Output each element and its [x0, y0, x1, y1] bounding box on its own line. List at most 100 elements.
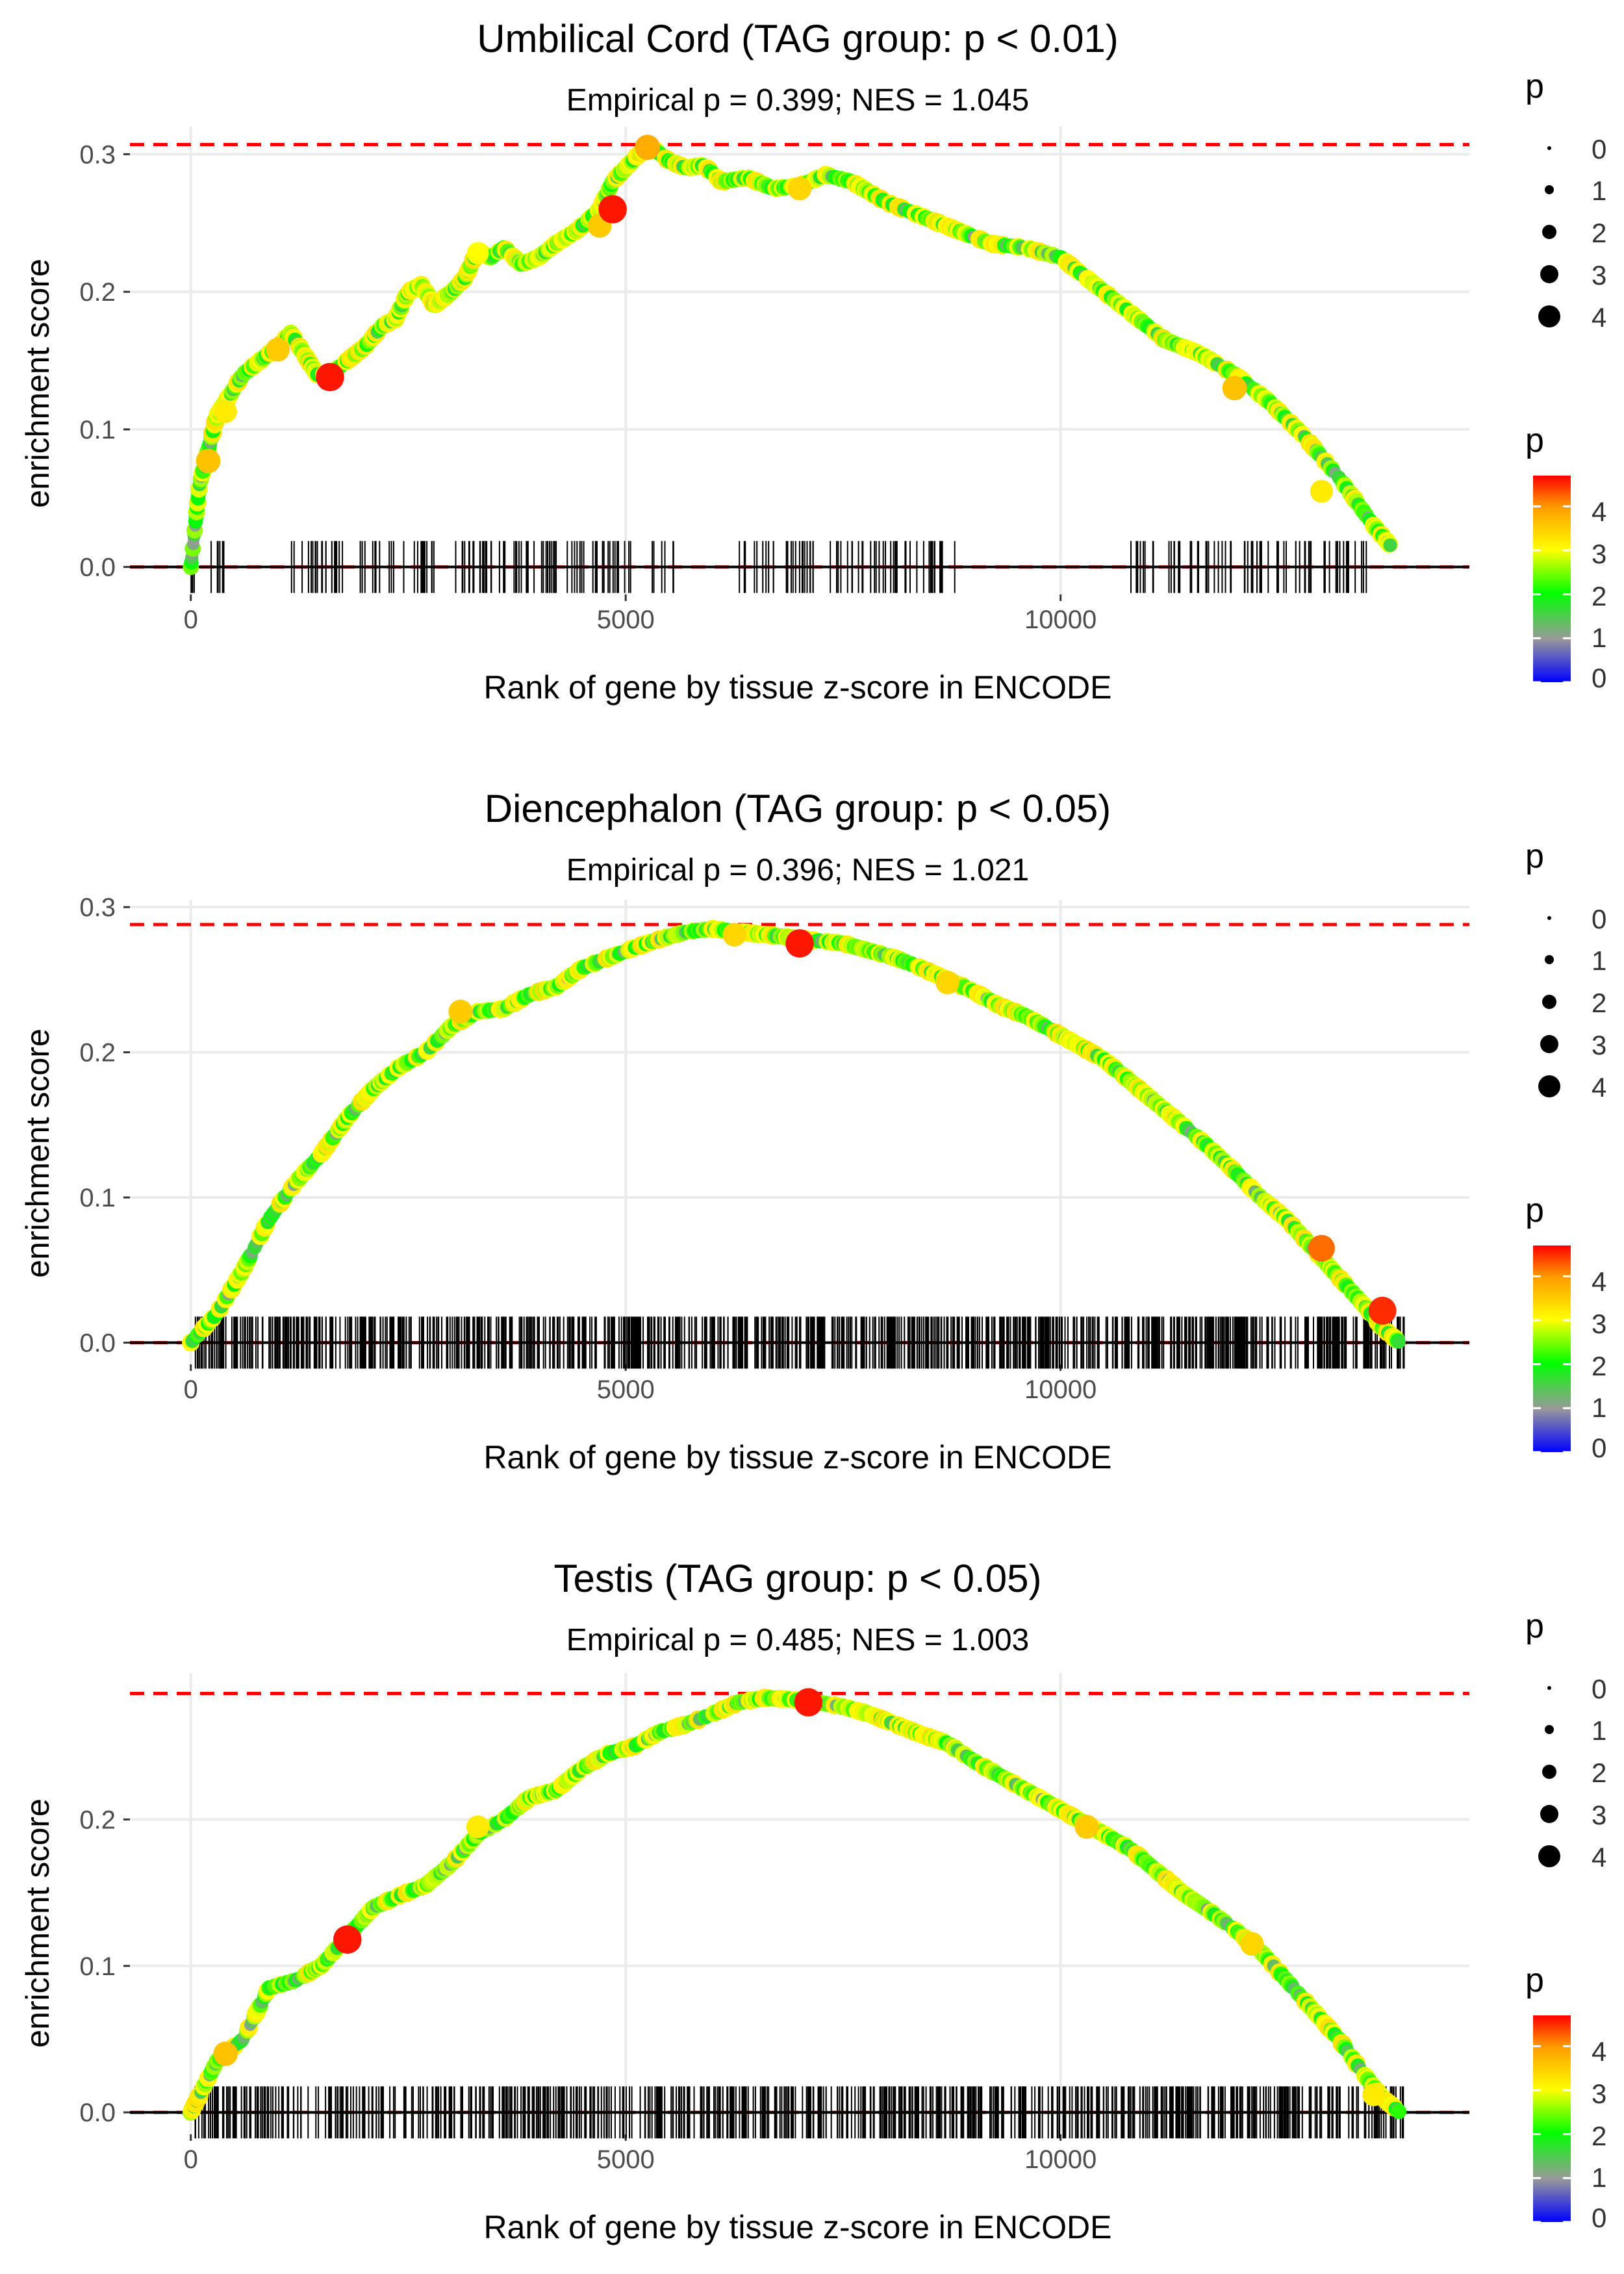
- x-axis-label: Rank of gene by tissue z-score in ENCODE: [483, 2209, 1111, 2245]
- panel-umbilical-cord: Umbilical Cord (TAG group: p < 0.01) Emp…: [19, 17, 1606, 706]
- plot-area: 0 5000 10000 0.0 0.1 0.2 0.3: [79, 893, 1469, 1404]
- x-tick-label: 0: [184, 2145, 198, 2174]
- legend-color-label: 1: [1592, 2162, 1606, 2193]
- y-tick-label: 0.0: [79, 2099, 116, 2127]
- legend-color-label: 0: [1592, 663, 1606, 693]
- x-tick-label: 10000: [1024, 1375, 1097, 1404]
- y-tick-label: 0.1: [79, 1184, 116, 1212]
- chart-title: Testis (TAG group: p < 0.05): [554, 1557, 1042, 1600]
- x-axis-label: Rank of gene by tissue z-score in ENCODE: [483, 669, 1111, 706]
- es-point-highlight: [1074, 1815, 1099, 1839]
- x-tick-label: 5000: [597, 606, 655, 634]
- chart-title: Umbilical Cord (TAG group: p < 0.01): [477, 17, 1119, 60]
- x-tick-label: 10000: [1024, 2145, 1097, 2174]
- legend-color-label: 2: [1592, 2121, 1606, 2151]
- y-tick-label: 0.0: [79, 554, 116, 582]
- legend-size-label: 1: [1592, 1715, 1606, 1746]
- es-point-highlight: [1310, 479, 1333, 503]
- es-point: [1383, 538, 1397, 552]
- legend-size-label: 2: [1592, 988, 1606, 1018]
- es-points: [183, 134, 1398, 575]
- legend-size-dot-4: [1538, 1845, 1560, 1867]
- legend-color-label: 0: [1592, 1433, 1606, 1463]
- legend-size-label: 0: [1592, 904, 1606, 934]
- es-point-highlight: [722, 923, 746, 947]
- chart-subtitle: Empirical p = 0.485; NES = 1.003: [566, 1623, 1029, 1657]
- legend-color-title: p: [1525, 1192, 1544, 1229]
- x-tick-label: 0: [184, 1375, 198, 1404]
- x-tick-label: 5000: [597, 2145, 655, 2174]
- x-tick-label: 5000: [597, 1375, 655, 1404]
- es-point-highlight: [266, 337, 290, 362]
- legend-size: p 0 1 2 3 4: [1525, 837, 1606, 1103]
- es-point: [1391, 2104, 1407, 2119]
- legend-size-dot-1: [1545, 185, 1554, 194]
- y-axis-label: enrichment score: [19, 1028, 56, 1278]
- es-points: [182, 919, 1406, 1352]
- legend-color: p 4 3 2 1 0: [1525, 422, 1606, 693]
- legend-size-label: 1: [1592, 945, 1606, 976]
- legend-colorbar: [1533, 476, 1571, 682]
- legend-color-label: 4: [1592, 1266, 1606, 1297]
- legend-color-label: 4: [1592, 2036, 1606, 2067]
- legend-color-label: 1: [1592, 622, 1606, 653]
- legend-size-dot-2: [1542, 1765, 1556, 1779]
- legend-color-label: 3: [1592, 539, 1606, 569]
- es-point-highlight: [466, 1815, 490, 1839]
- y-axis-label: enrichment score: [19, 1798, 56, 2048]
- legend-color-label: 2: [1592, 1351, 1606, 1381]
- legend-colorbar: [1533, 2015, 1571, 2222]
- y-tick-label: 0.1: [79, 1952, 116, 1981]
- legend-size-dot-4: [1538, 1075, 1560, 1097]
- legend-size-label: 4: [1592, 1072, 1606, 1103]
- y-tick-label: 0.3: [79, 893, 116, 922]
- legend-size-label: 3: [1592, 1800, 1606, 1830]
- es-point-highlight: [448, 999, 473, 1024]
- es-point-highlight: [1368, 1296, 1397, 1325]
- es-point-highlight: [794, 1688, 823, 1717]
- legend-size-dot-3: [1540, 1805, 1558, 1823]
- x-axis-label: Rank of gene by tissue z-score in ENCODE: [483, 1439, 1111, 1476]
- y-tick-label: 0.0: [79, 1329, 116, 1357]
- legend-color-label: 1: [1592, 1392, 1606, 1423]
- legend-size-dot-2: [1542, 995, 1556, 1009]
- es-point-highlight: [598, 195, 627, 224]
- legend-size-label: 1: [1592, 175, 1606, 206]
- es-point-highlight: [466, 242, 489, 264]
- legend-size-dot-0: [1547, 146, 1551, 150]
- es-curve: [189, 927, 1401, 1344]
- legend-size: p 0 1 2 3 4: [1525, 1607, 1606, 1872]
- legend-size-label: 3: [1592, 260, 1606, 290]
- es-point-highlight: [1308, 1234, 1335, 1262]
- legend-color-label: 0: [1592, 2203, 1606, 2233]
- y-tick-label: 0.3: [79, 140, 116, 169]
- es-point-highlight: [1240, 1932, 1264, 1956]
- y-tick-label: 0.2: [79, 1806, 116, 1834]
- es-point-highlight: [196, 448, 221, 474]
- es-point-highlight: [635, 134, 661, 160]
- x-tick-label: 0: [184, 606, 198, 634]
- es-point-highlight: [316, 363, 344, 392]
- legend-size-dot-4: [1538, 305, 1560, 327]
- y-tick-label: 0.1: [79, 416, 116, 444]
- legend-size-label: 0: [1592, 1674, 1606, 1704]
- es-points: [182, 1688, 1407, 2121]
- legend-colorbar: [1533, 1246, 1571, 1452]
- chart-title: Diencephalon (TAG group: p < 0.05): [485, 787, 1111, 830]
- es-point-highlight: [1362, 2083, 1386, 2106]
- legend-color-label: 3: [1592, 1309, 1606, 1339]
- es-point-highlight: [1222, 376, 1247, 401]
- legend-size-dot-1: [1545, 955, 1554, 964]
- legend-size-title: p: [1525, 68, 1544, 105]
- legend-size-dot-3: [1540, 1035, 1558, 1053]
- legend-size-title: p: [1525, 1607, 1544, 1645]
- es-point-highlight: [785, 929, 814, 958]
- es-point-highlight: [214, 400, 237, 423]
- panel-testis: Testis (TAG group: p < 0.05) Empirical p…: [19, 1557, 1606, 2245]
- legend-color: p 4 3 2 1 0: [1525, 1192, 1606, 1463]
- legend-size-label: 3: [1592, 1030, 1606, 1060]
- es-point-highlight: [787, 177, 812, 201]
- legend-color-title: p: [1525, 1961, 1544, 1999]
- es-point-highlight: [333, 1925, 362, 1954]
- legend-size-label: 2: [1592, 218, 1606, 248]
